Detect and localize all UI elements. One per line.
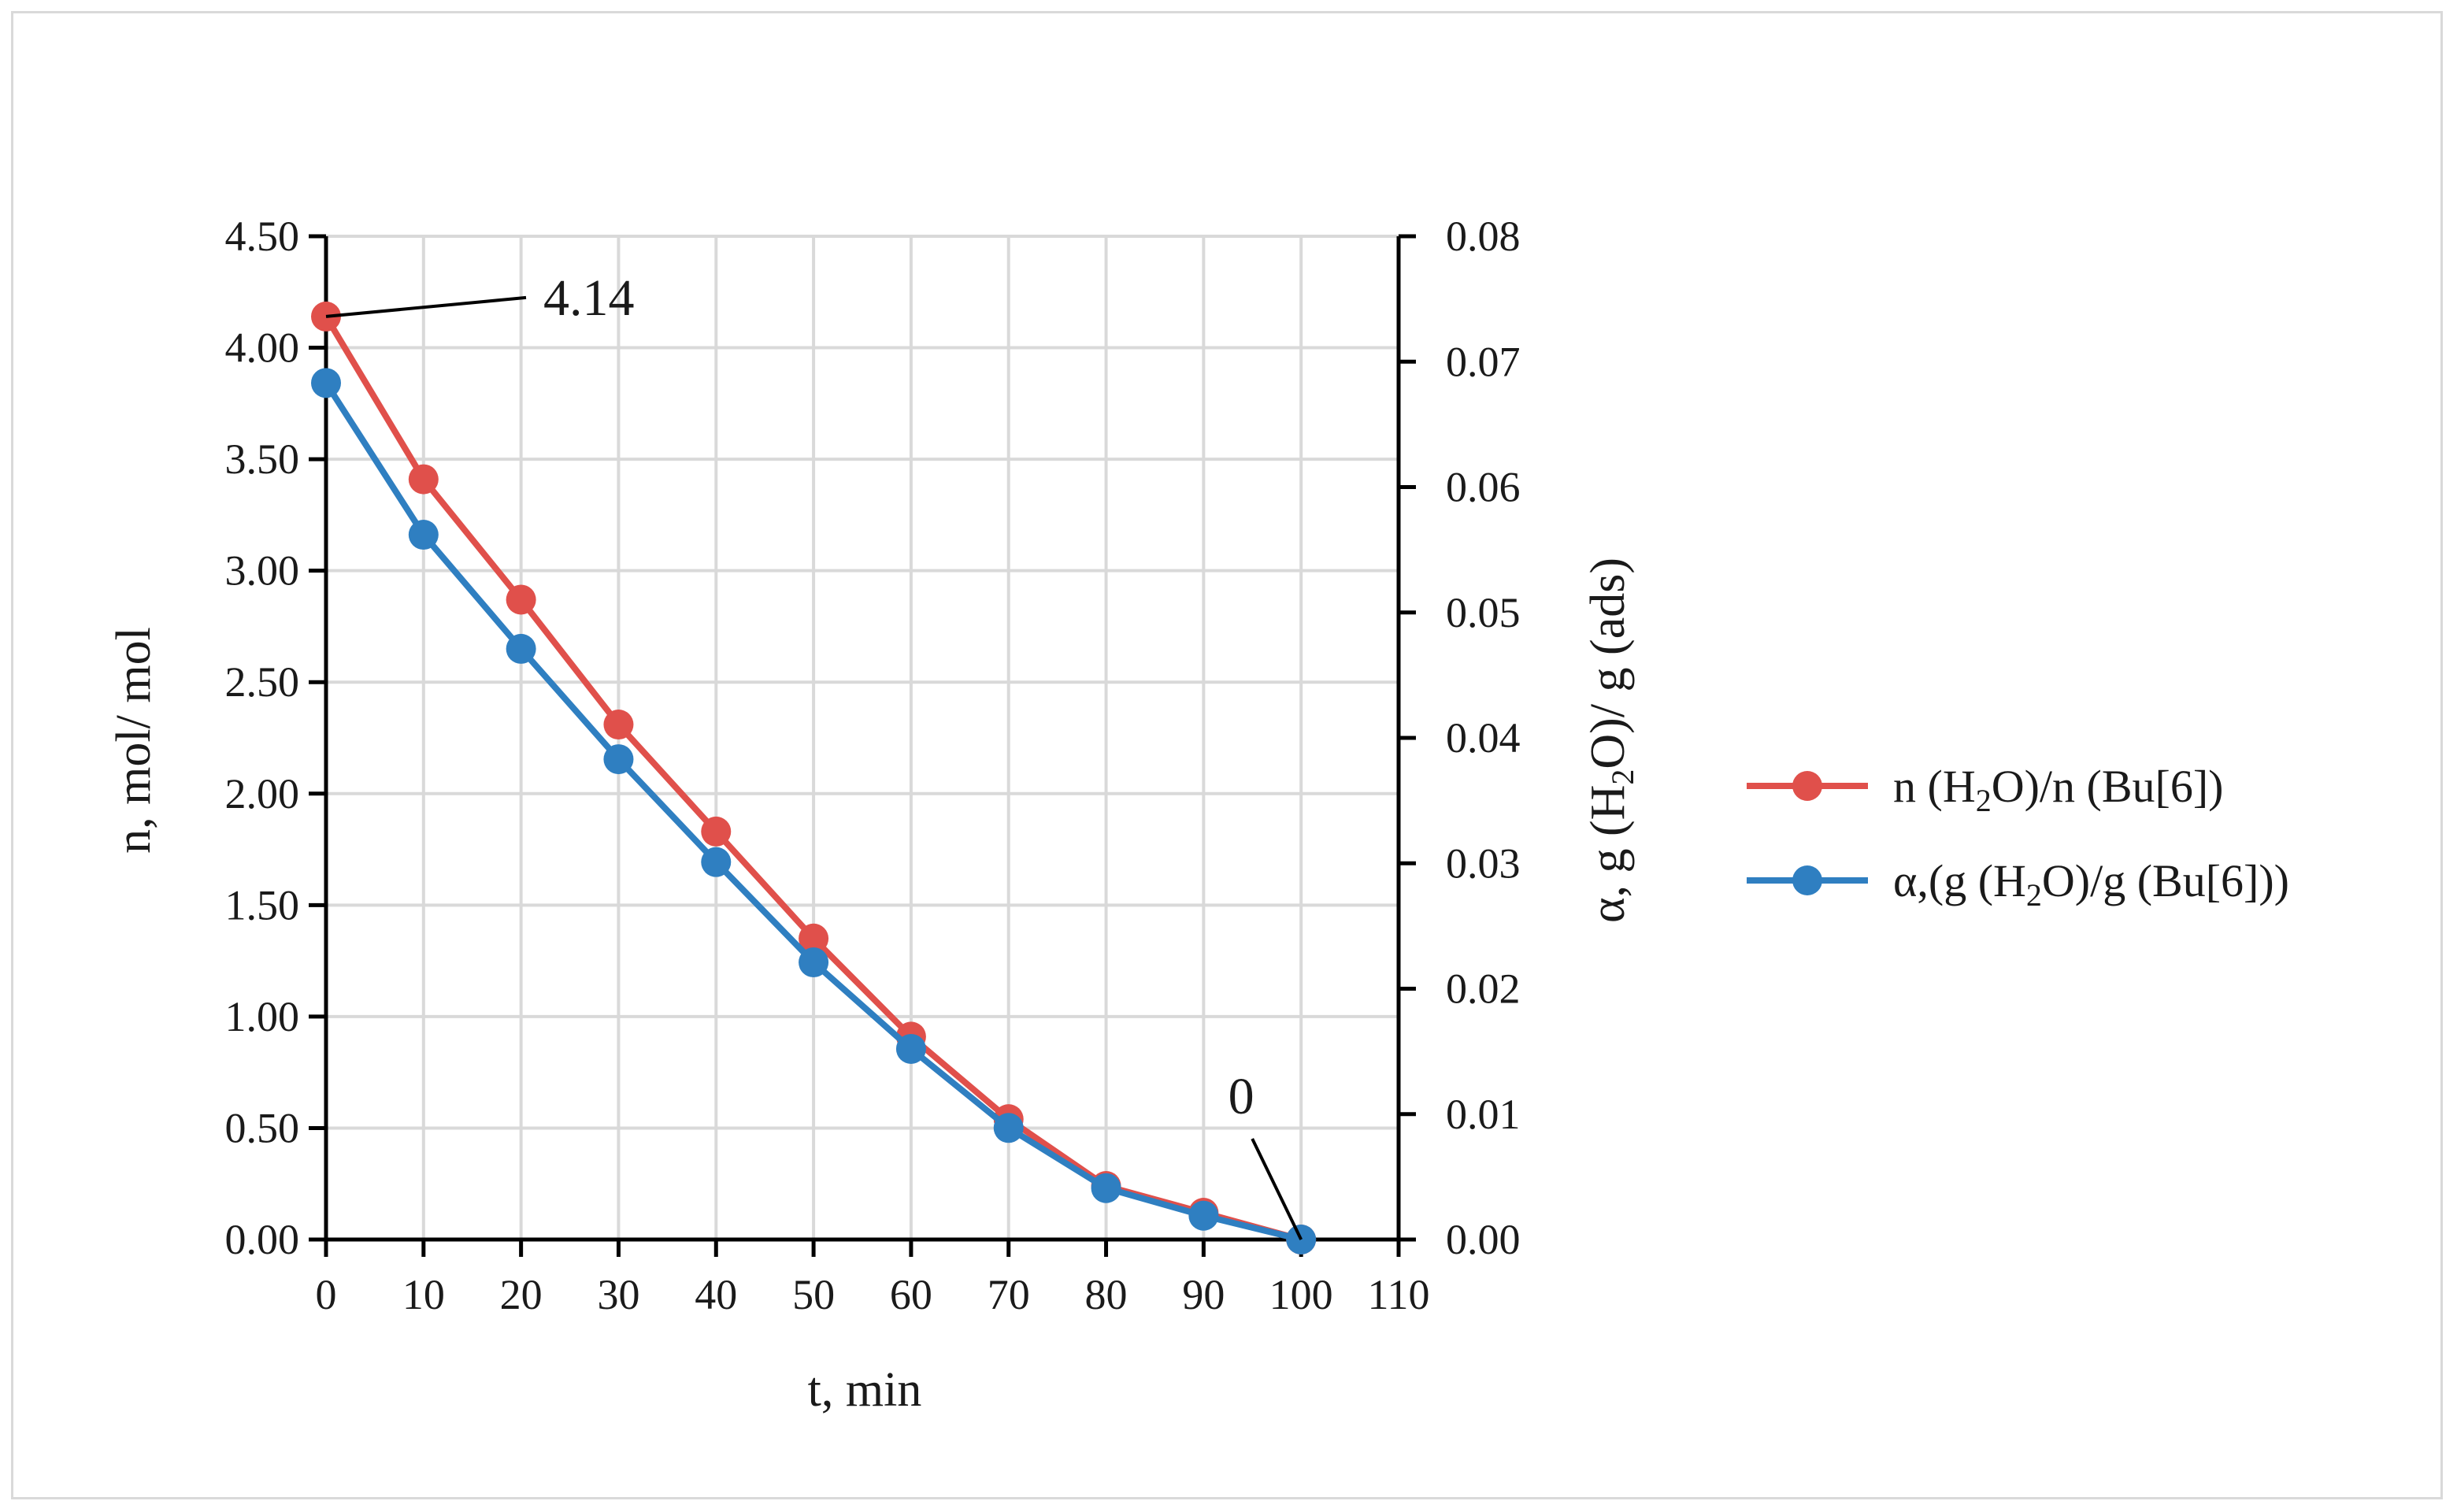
y-left-tick-label-6: 3.00 <box>225 547 300 595</box>
annotation-label-2: 0 <box>1228 1068 1254 1125</box>
x-tick-label-4: 40 <box>695 1271 737 1318</box>
y-left-tick-label-3: 1.50 <box>225 881 300 928</box>
x-tick-label-0: 0 <box>316 1271 337 1318</box>
y-left-tick-label-9: 4.50 <box>225 213 300 260</box>
y-left-tick-label-7: 3.50 <box>225 435 300 483</box>
series-1-point-0 <box>311 368 341 398</box>
y-axis-left-label: n, mol/ mol <box>107 627 161 854</box>
legend-marker-1 <box>1792 865 1822 895</box>
y-right-tick-label-3: 0.03 <box>1446 839 1521 887</box>
legend-label-1: α,(g (H2O)/g (Bu[6])) <box>1893 855 2289 913</box>
x-tick-label-1: 10 <box>402 1271 445 1318</box>
x-tick-label-3: 30 <box>597 1271 639 1318</box>
series-1-point-6 <box>895 1033 926 1064</box>
gridlines <box>326 235 1400 1240</box>
y-left-tick-label-5: 2.50 <box>225 658 300 706</box>
y-right-tick-label-1: 0.01 <box>1446 1091 1521 1138</box>
series-1-point-9 <box>1188 1200 1219 1231</box>
series-1-point-2 <box>506 633 536 664</box>
series-group <box>311 301 1317 1254</box>
y-right-tick-label-4: 0.04 <box>1446 714 1521 762</box>
series-0-point-4 <box>701 816 732 847</box>
y-left-tick-label-8: 4.00 <box>225 324 300 372</box>
tick-labels: 0.00 0.50 1.00 1.50 2.00 2.50 3.00 3.50 4.00 4.50… <box>225 213 1521 1318</box>
y-left-tick-label-2: 1.00 <box>225 993 300 1040</box>
series-1-point-7 <box>993 1113 1024 1143</box>
annotation-leader-2 <box>1251 1138 1303 1240</box>
legend: n (H2O)/n (Bu[6]) α,(g (H2O)/g (Bu[6])) <box>1747 761 2289 913</box>
x-tick-label-8: 80 <box>1085 1271 1128 1318</box>
x-tick-label-5: 50 <box>792 1271 835 1318</box>
x-tick-label-2: 20 <box>500 1271 543 1318</box>
chart-frame <box>11 11 2443 1499</box>
series-0-point-3 <box>603 710 634 740</box>
series-0-point-1 <box>408 464 439 495</box>
series-1-point-4 <box>701 847 732 877</box>
axes <box>309 234 1416 1257</box>
x-tick-label-10: 100 <box>1269 1271 1333 1318</box>
y-right-tick-label-2: 0.02 <box>1446 965 1521 1013</box>
series-1-point-8 <box>1091 1173 1121 1203</box>
y-left-tick-label-4: 2.00 <box>225 770 300 817</box>
y-left-tick-label-1: 0.50 <box>225 1104 300 1151</box>
y-right-tick-label-8: 0.08 <box>1446 213 1521 260</box>
y-left-tick-label-0: 0.00 <box>225 1216 300 1263</box>
series-1-point-5 <box>799 947 829 978</box>
y-axis-right-label: α, g (H2O)/ g (ads) <box>1581 558 1640 923</box>
y-right-tick-label-7: 0.07 <box>1446 338 1521 385</box>
annotations: 4.14 0 <box>325 269 1303 1240</box>
y-right-tick-label-5: 0.05 <box>1446 589 1521 636</box>
annotation-leader-1 <box>325 295 527 318</box>
x-tick-label-9: 90 <box>1182 1271 1225 1318</box>
series-1-point-1 <box>408 520 439 550</box>
x-tick-label-7: 70 <box>988 1271 1030 1318</box>
x-tick-label-6: 60 <box>890 1271 932 1318</box>
series-1-point-3 <box>603 744 634 775</box>
x-tick-label-11: 110 <box>1368 1271 1430 1318</box>
legend-label-0: n (H2O)/n (Bu[6]) <box>1893 761 2223 818</box>
x-axis-label: t, min <box>808 1363 922 1417</box>
series-0-point-5 <box>799 923 829 954</box>
legend-marker-0 <box>1792 771 1822 801</box>
annotation-label-1: 4.14 <box>543 269 635 327</box>
series-0-point-2 <box>506 584 536 615</box>
y-right-tick-label-6: 0.06 <box>1446 464 1521 511</box>
y-right-tick-label-0: 0.00 <box>1446 1216 1521 1263</box>
